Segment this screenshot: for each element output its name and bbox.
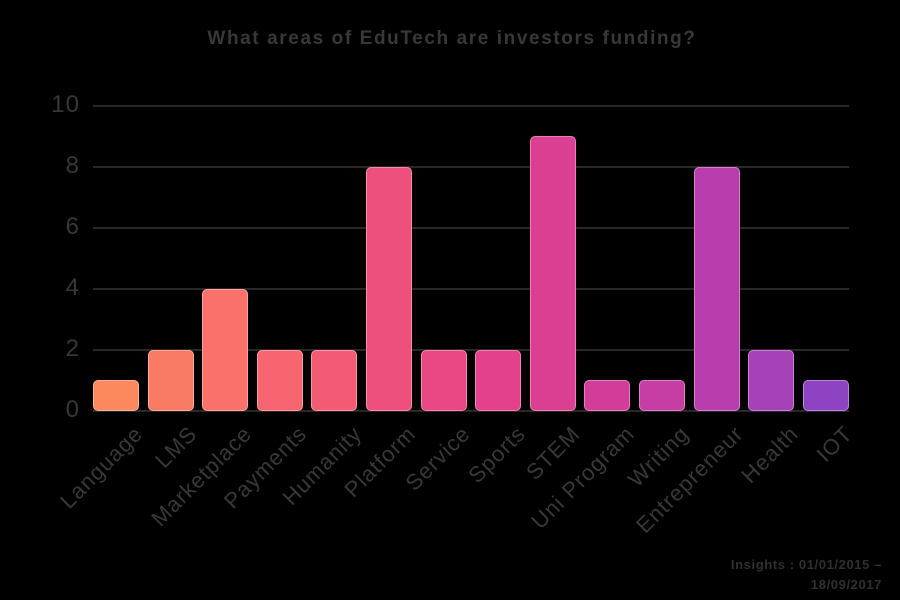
bar-language — [93, 380, 139, 411]
bar-slot: Humanity — [277, 106, 366, 510]
bar-uni-program — [584, 380, 631, 411]
bar-slot: IOT — [802, 106, 858, 467]
bar-slot: Marketplace — [147, 106, 257, 531]
gridline-y-2 — [93, 349, 849, 351]
bar-slot: STEM — [521, 106, 585, 485]
y-axis-tick-label-0: 0 — [65, 395, 80, 423]
gridline-y-8 — [93, 166, 849, 168]
bar-slot: Entrepreneur — [631, 106, 748, 538]
gridline-y-4 — [93, 288, 849, 290]
bar-slot: LMS — [147, 106, 202, 473]
bars-container: Language LMS Marketplace Payments Humanity Pl… — [55, 106, 858, 538]
y-axis-tick-label-10: 10 — [51, 90, 80, 118]
plot-area: 0 2 4 6 8 10 Language LMS Marketplace Payments Hu… — [51, 91, 858, 538]
gridline-y-6 — [93, 227, 849, 229]
bar-payments — [256, 350, 303, 411]
chart-title: What areas of EduTech are investors fund… — [207, 28, 697, 49]
bar-slot: Payments — [219, 106, 312, 514]
x-axis-tick-label-sports: Sports — [463, 421, 530, 488]
bar-slot: Platform — [339, 106, 421, 502]
x-axis-tick-label-health: Health — [736, 421, 803, 488]
y-axis-tick-label-4: 4 — [65, 273, 80, 301]
bar-writing — [639, 380, 686, 411]
bar-platform — [366, 167, 413, 411]
bar-slot: Sports — [463, 106, 530, 488]
bar-marketplace — [202, 289, 249, 411]
bar-lms — [147, 350, 194, 411]
x-axis-tick-label-language: Language — [55, 421, 148, 514]
x-axis-tick-label-iot: IOT — [811, 421, 858, 467]
y-axis-tick-label-8: 8 — [65, 151, 80, 179]
bar-service — [420, 350, 467, 411]
bar-health — [748, 350, 795, 411]
insights-caption-line2: 18/09/2017 — [810, 576, 882, 592]
y-axis-tick-label-6: 6 — [65, 212, 80, 240]
bar-slot: Writing — [623, 106, 694, 492]
gridline-y-10 — [93, 105, 849, 107]
bar-slot: Language — [55, 106, 148, 514]
bar-sports — [475, 350, 522, 411]
bar-entrepreneur — [693, 167, 740, 411]
insights-caption: Insights : 01/01/2015 – 18/09/2017 — [731, 555, 882, 594]
bar-iot — [802, 380, 849, 411]
bar-slot: Service — [401, 106, 475, 496]
bar-slot: Uni Program — [526, 106, 639, 534]
bar-stem — [529, 136, 576, 411]
bar-slot: Health — [736, 106, 803, 488]
bar-humanity — [311, 350, 358, 411]
y-axis-tick-label-2: 2 — [65, 334, 80, 362]
insights-caption-line1: Insights : 01/01/2015 – — [730, 557, 882, 572]
gridline-y-0 — [93, 410, 849, 412]
